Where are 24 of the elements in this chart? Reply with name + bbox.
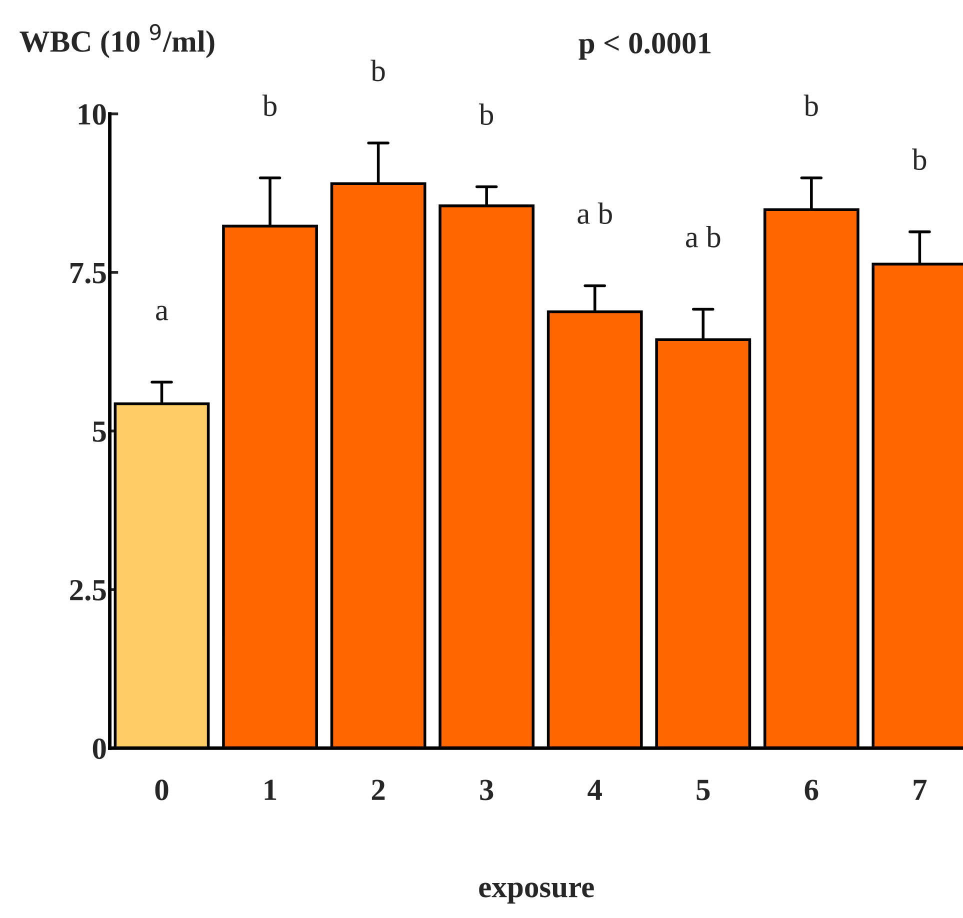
y-tick-label: 7.5: [70, 263, 106, 284]
x-tick-label: 5: [696, 780, 710, 800]
annotation: b: [478, 104, 494, 126]
x-tick-label: 2: [372, 780, 385, 800]
y-tick-label: 0: [92, 738, 106, 760]
annotation: a: [156, 306, 168, 320]
x-tick-label: 1: [264, 780, 276, 800]
annotation: a b: [578, 202, 612, 224]
y-axis-title: WBC (10 $^{9}$/ml): [20, 24, 214, 58]
y-tick-label: 5: [92, 422, 106, 442]
y-tick-label: 10: [78, 104, 106, 125]
x-tick-label: 3: [480, 780, 494, 800]
x-axis-title: exposure: [479, 882, 594, 904]
annotation: b: [262, 94, 277, 116]
x-tick-label: 4: [588, 780, 602, 800]
annotation: b: [912, 148, 926, 170]
x-tick-label: 6: [804, 780, 818, 800]
text: b: [370, 60, 385, 82]
annotation: a b: [686, 226, 720, 248]
y-tick-label: 2.5: [70, 580, 106, 601]
chart-title: p < 0.0001: [578, 32, 710, 60]
annotation: b: [804, 94, 818, 116]
x-tick-label: 7: [914, 780, 927, 800]
x-tick-label: 0: [155, 780, 168, 800]
